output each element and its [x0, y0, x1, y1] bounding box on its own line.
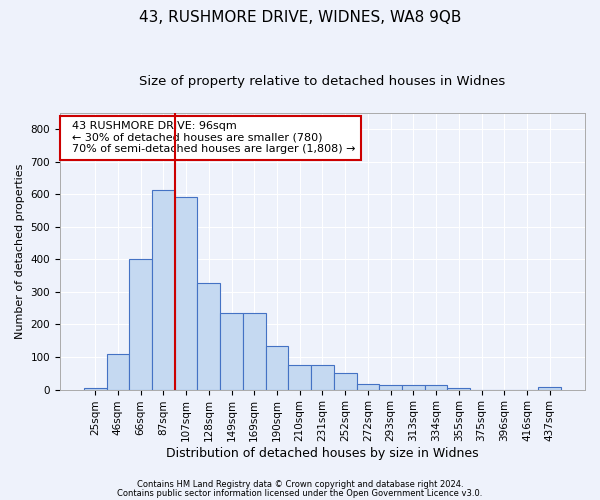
Text: 43, RUSHMORE DRIVE, WIDNES, WA8 9QB: 43, RUSHMORE DRIVE, WIDNES, WA8 9QB	[139, 10, 461, 25]
Bar	[311, 365, 334, 390]
Bar	[107, 354, 129, 390]
Bar	[356, 384, 379, 390]
Text: Contains HM Land Registry data © Crown copyright and database right 2024.: Contains HM Land Registry data © Crown c…	[137, 480, 463, 489]
Bar	[243, 313, 266, 390]
Bar	[538, 387, 561, 390]
X-axis label: Distribution of detached houses by size in Widnes: Distribution of detached houses by size …	[166, 447, 479, 460]
Bar	[425, 386, 448, 390]
Bar	[152, 190, 175, 390]
Bar	[402, 386, 425, 390]
Y-axis label: Number of detached properties: Number of detached properties	[15, 164, 25, 339]
Bar	[220, 313, 243, 390]
Bar	[266, 346, 289, 390]
Bar	[197, 283, 220, 390]
Text: 43 RUSHMORE DRIVE: 96sqm
  ← 30% of detached houses are smaller (780)
  70% of s: 43 RUSHMORE DRIVE: 96sqm ← 30% of detach…	[65, 121, 356, 154]
Text: Contains public sector information licensed under the Open Government Licence v3: Contains public sector information licen…	[118, 488, 482, 498]
Bar	[379, 386, 402, 390]
Bar	[129, 260, 152, 390]
Bar	[289, 365, 311, 390]
Bar	[334, 374, 356, 390]
Bar	[84, 388, 107, 390]
Bar	[448, 388, 470, 390]
Title: Size of property relative to detached houses in Widnes: Size of property relative to detached ho…	[139, 75, 506, 88]
Bar	[175, 198, 197, 390]
